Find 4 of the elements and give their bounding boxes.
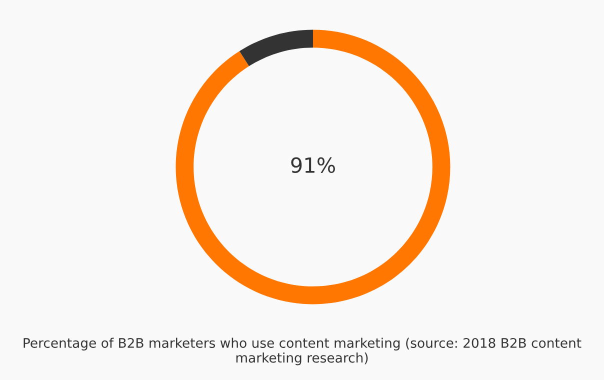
donut-slice (176, 30, 450, 304)
text: 91% (291, 157, 336, 174)
text: Percentage of B2B marketers who use content marketing (source: 2018 B2B content marketing research) (24, 338, 582, 366)
donut-slice (239, 30, 313, 66)
